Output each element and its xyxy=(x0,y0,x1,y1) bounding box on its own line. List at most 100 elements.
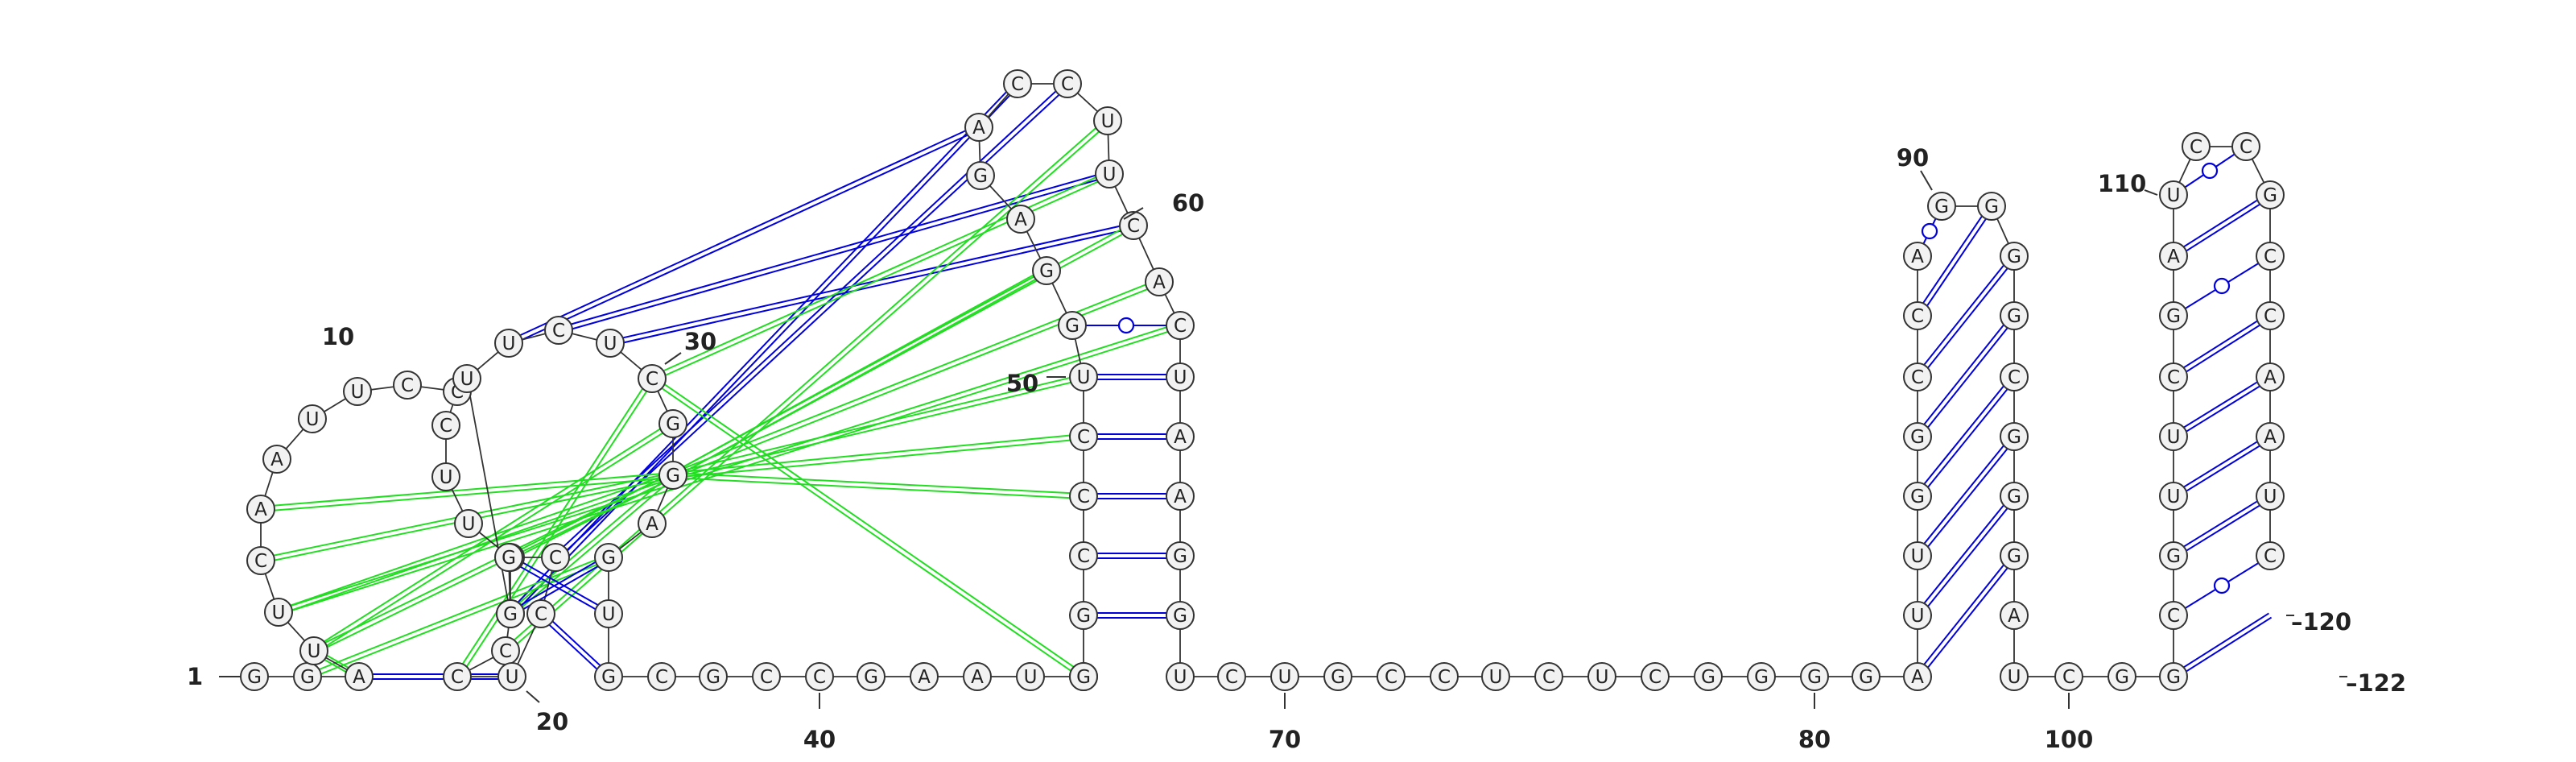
nucleotide: C xyxy=(1053,69,1082,98)
nucleotide: U xyxy=(596,329,625,358)
nucleotide-letter: A xyxy=(971,667,984,688)
nucleotide: G xyxy=(1166,541,1195,570)
nucleotide-letter: G xyxy=(1076,606,1091,627)
nucleotide-letter: G xyxy=(1173,546,1187,567)
nucleotide: C xyxy=(526,599,555,628)
nucleotide-letter: C xyxy=(2167,367,2180,388)
nucleotide-letter: C xyxy=(2167,606,2180,627)
pseudoknot-pair xyxy=(277,322,1182,615)
nucleotide: C xyxy=(2256,541,2285,570)
nucleotide-letter: C xyxy=(535,604,547,625)
nucleotide-letter: G xyxy=(601,548,616,569)
nucleotide-letter: A xyxy=(2264,367,2277,388)
nucleotide-letter: G xyxy=(247,667,262,688)
pseudoknot-pair xyxy=(609,222,1134,346)
nucleotide-letter: A xyxy=(254,499,267,520)
nucleotide: U xyxy=(1095,159,1124,188)
nucleotide: G xyxy=(658,461,687,490)
backbone-path xyxy=(254,83,2271,677)
nucleotide: G xyxy=(494,543,523,572)
watson-crick-pair xyxy=(539,611,611,679)
nucleotide: C xyxy=(2182,132,2211,161)
nucleotide: A xyxy=(1145,267,1174,296)
nucleotide-letter: C xyxy=(2008,367,2021,388)
nucleotide-letter: G xyxy=(300,667,315,688)
nucleotide: G xyxy=(293,662,322,691)
nucleotide-letter: A xyxy=(1174,427,1187,448)
nucleotide: G xyxy=(966,161,995,190)
nucleotide: A xyxy=(345,662,374,691)
nucleotide-letter: C xyxy=(451,667,464,688)
nucleotide-letter: C xyxy=(1438,667,1451,688)
nucleotide: A xyxy=(246,495,275,524)
nucleotide-letter: U xyxy=(460,369,474,390)
position-label: 50 xyxy=(1006,370,1038,397)
nucleotide: G xyxy=(2000,242,2029,271)
nucleotide: G xyxy=(2000,541,2029,570)
gu-pair xyxy=(2173,255,2271,317)
nucleotide: A xyxy=(1903,662,1932,691)
gu-pair xyxy=(1072,317,1180,334)
nucleotide: C xyxy=(431,411,460,440)
nucleotide-letter: G xyxy=(1910,427,1925,448)
nucleotide: C xyxy=(1641,662,1670,691)
nucleotide-letter: C xyxy=(1127,216,1140,237)
nucleotide: A xyxy=(963,662,992,691)
nucleotide-letter: U xyxy=(272,603,286,623)
nucleotide-letter: U xyxy=(1174,667,1187,688)
nucleotide-letter: G xyxy=(1331,667,1345,688)
nucleotide-letter: C xyxy=(2190,137,2202,158)
position-label: 1 xyxy=(187,663,203,690)
nucleotide-letter: G xyxy=(2007,546,2021,567)
nucleotide: A xyxy=(910,662,939,691)
nucleotide: C xyxy=(2256,301,2285,330)
nucleotide-letter: U xyxy=(604,333,617,354)
watson-crick-pair xyxy=(2171,612,2273,680)
nucleotide: U xyxy=(1481,662,1510,691)
nucleotide-letter: G xyxy=(666,414,680,435)
nucleotide: U xyxy=(1093,106,1122,135)
nucleotide-letter: A xyxy=(270,449,283,470)
nucleotide-letter: U xyxy=(502,333,516,354)
nucleotide: G xyxy=(2159,301,2188,330)
position-tick xyxy=(2144,189,2158,196)
nucleotide-letter: A xyxy=(646,514,658,535)
nucleotide: C xyxy=(805,662,834,691)
nucleotide-letter: A xyxy=(353,667,365,688)
position-label: 80 xyxy=(1798,726,1831,753)
nucleotide-letter: A xyxy=(1153,272,1166,293)
nucleotide-letter: G xyxy=(2007,246,2021,267)
nucleotide: C xyxy=(647,662,676,691)
nucleotide-letter: C xyxy=(1649,667,1662,688)
watson-crick-pair xyxy=(1914,553,2017,679)
nucleotide: G xyxy=(1903,482,1932,511)
nucleotide: C xyxy=(1069,482,1098,511)
nucleotide: U xyxy=(2000,662,2029,691)
nucleotide: G xyxy=(1032,256,1061,285)
nucleotide-letter: G xyxy=(2007,487,2021,507)
nucleotide: U xyxy=(343,377,372,406)
position-label: 20 xyxy=(536,708,568,735)
nucleotide-letter: G xyxy=(502,548,516,569)
nucleotide: G xyxy=(2256,180,2285,209)
position-label: 70 xyxy=(1269,726,1301,753)
watson-crick-pair xyxy=(1084,433,1180,440)
nucleotide-letter: C xyxy=(1077,487,1090,507)
nucleotide-letter: G xyxy=(1754,667,1769,688)
nucleotide: C xyxy=(1903,362,1932,391)
pseudoknot-pair xyxy=(509,472,675,561)
nucleotide: U xyxy=(452,364,481,393)
nucleotide: U xyxy=(299,636,328,665)
nucleotide: C xyxy=(491,636,520,665)
nucleotide-letter: C xyxy=(2062,667,2075,688)
nucleotide: C xyxy=(638,364,667,393)
gu-pair xyxy=(2173,146,2247,196)
nucleotide-letter: G xyxy=(1984,197,1999,217)
nucleotide: A xyxy=(1006,205,1035,234)
nucleotide: G xyxy=(658,409,687,438)
nucleotide-letter: C xyxy=(552,321,565,342)
nucleotide: C xyxy=(2256,242,2285,271)
nucleotide-letter: C xyxy=(440,416,452,437)
nucleotide: U xyxy=(2159,482,2188,511)
nucleotide-letter: G xyxy=(1934,197,1949,217)
